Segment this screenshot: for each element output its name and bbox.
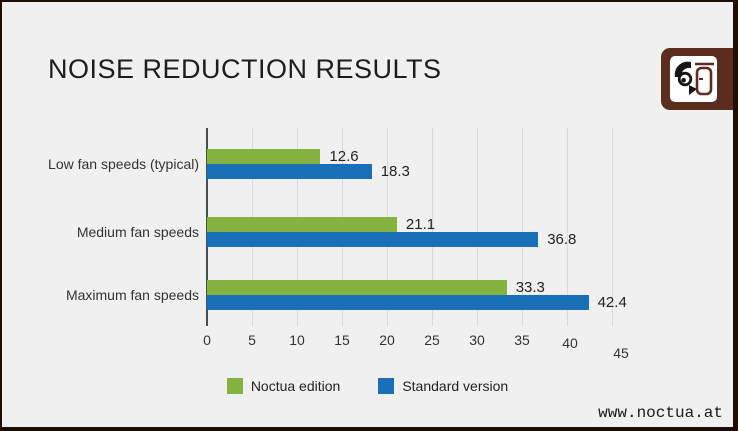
x-tick-label: 15 bbox=[334, 332, 350, 348]
category-label: Low fan speeds (typical) bbox=[48, 156, 199, 172]
bar-value-label: 36.8 bbox=[547, 231, 577, 248]
chart-legend: Noctua edition Standard version bbox=[2, 378, 733, 394]
x-tick-label: 45 bbox=[613, 345, 629, 361]
bar-chart-plot-area: 0 5 10 15 20 25 30 35 40 45 Low fan speeds (typica… bbox=[48, 128, 629, 361]
bar-standard-version bbox=[207, 232, 539, 247]
gridline bbox=[522, 128, 523, 326]
bar-value-label: 42.4 bbox=[597, 294, 627, 311]
noctua-owl-icon bbox=[670, 56, 717, 102]
bar-noctua-edition bbox=[207, 217, 397, 232]
bar-standard-version bbox=[207, 295, 589, 310]
legend-item: Standard version bbox=[378, 378, 508, 394]
x-tick-label: 25 bbox=[424, 332, 440, 348]
bar-noctua-edition bbox=[207, 280, 507, 295]
x-tick-label: 40 bbox=[562, 335, 578, 351]
bar-standard-version bbox=[207, 164, 372, 179]
legend-item: Noctua edition bbox=[226, 378, 341, 394]
gridline bbox=[612, 128, 613, 326]
bar-noctua-edition bbox=[207, 149, 321, 164]
category-label: Maximum fan speeds bbox=[65, 287, 199, 303]
gridline bbox=[432, 128, 433, 326]
x-tick-label: 35 bbox=[514, 332, 530, 348]
bar-value-label: 21.1 bbox=[405, 216, 436, 233]
bar-value-label: 12.6 bbox=[329, 148, 359, 165]
bar-value-label: 33.3 bbox=[515, 279, 545, 296]
legend-swatch-noctua-edition bbox=[226, 378, 243, 394]
chart-title: NOISE REDUCTION RESULTS bbox=[48, 54, 442, 84]
gridline bbox=[567, 128, 568, 326]
x-tick-label: 30 bbox=[469, 332, 485, 348]
noctua-logo bbox=[661, 48, 733, 110]
bar-value-label: 18.3 bbox=[380, 163, 410, 180]
x-tick-label: 10 bbox=[289, 332, 305, 348]
x-tick-label: 5 bbox=[248, 332, 256, 348]
website-url: www.noctua.at bbox=[598, 404, 723, 422]
category-label: Medium fan speeds bbox=[76, 224, 199, 240]
legend-label: Noctua edition bbox=[250, 378, 341, 394]
x-tick-label: 0 bbox=[203, 332, 211, 348]
legend-label: Standard version bbox=[402, 378, 509, 394]
legend-swatch-standard-version bbox=[378, 378, 395, 394]
gridline bbox=[477, 128, 478, 326]
x-tick-label: 20 bbox=[379, 332, 395, 348]
